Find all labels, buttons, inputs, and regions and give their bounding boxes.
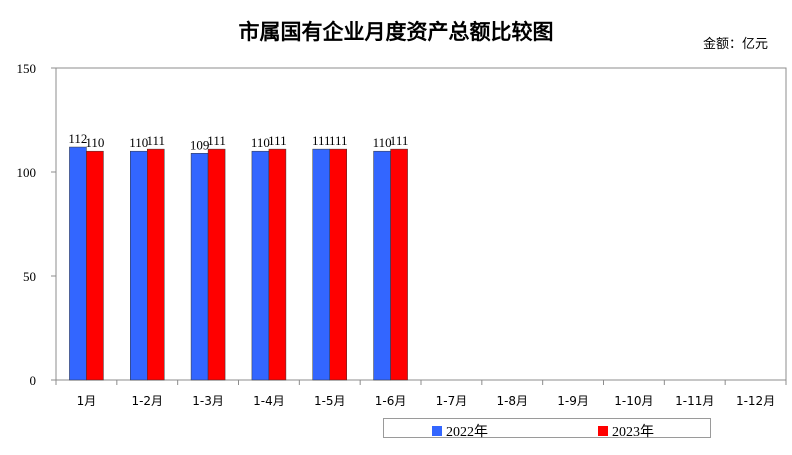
legend: 2022年 2023年 — [383, 418, 711, 441]
legend-item-2022: 2022年 — [432, 421, 488, 441]
bar-2023年 — [147, 148, 165, 381]
y-tick-label: 0 — [30, 373, 37, 388]
x-tick-label: 1-3月 — [192, 394, 224, 408]
legend-swatch-2022 — [432, 426, 442, 436]
data-label: 110 — [251, 135, 270, 150]
data-label: 110 — [129, 135, 148, 150]
bar-2022年 — [69, 146, 87, 381]
x-tick-label: 1-10月 — [614, 394, 653, 408]
x-tick-label: 1-4月 — [253, 394, 285, 408]
legend-swatch-2023 — [598, 426, 608, 436]
x-tick-label: 1-8月 — [496, 394, 528, 408]
bar-2023年 — [268, 148, 287, 381]
x-tick-label: 1-2月 — [131, 394, 163, 408]
bar-2022年 — [251, 150, 270, 381]
data-label: 111 — [312, 133, 331, 148]
data-label: 111 — [390, 133, 409, 148]
data-label: 110 — [85, 135, 104, 150]
bar-2023年 — [86, 150, 104, 381]
bar-2023年 — [390, 148, 408, 381]
unit-label: 金额：亿元 — [702, 37, 768, 52]
bar-2022年 — [312, 148, 330, 381]
data-label: 109 — [190, 137, 210, 152]
legend-label-2022: 2022年 — [446, 425, 488, 440]
legend-label-2023: 2023年 — [612, 425, 654, 440]
data-label: 111 — [146, 133, 165, 148]
chart-title: 市属国有企业月度资产总额比较图 — [238, 20, 554, 44]
y-tick-label: 100 — [17, 165, 37, 180]
x-tick-label: 1-7月 — [436, 394, 468, 408]
data-label: 111 — [207, 133, 226, 148]
x-tick-label: 1-5月 — [314, 394, 346, 408]
bar-2022年 — [130, 150, 148, 381]
data-label: 110 — [373, 135, 392, 150]
x-tick-label: 1月 — [77, 394, 97, 408]
x-tick-label: 1-9月 — [557, 394, 589, 408]
y-tick-label: 50 — [23, 269, 36, 284]
y-tick-label: 150 — [17, 61, 37, 76]
plot-frame — [55, 67, 787, 381]
data-label: 111 — [329, 133, 348, 148]
bar-2022年 — [190, 153, 209, 381]
data-label: 112 — [68, 131, 87, 146]
bar-2023年 — [329, 148, 347, 381]
x-tick-label: 1-6月 — [375, 394, 407, 408]
bar-2023年 — [207, 148, 226, 381]
x-tick-label: 1-12月 — [736, 394, 775, 408]
data-label: 111 — [268, 133, 287, 148]
bar-2022年 — [373, 150, 391, 381]
legend-item-2023: 2023年 — [598, 421, 654, 441]
x-tick-label: 1-11月 — [675, 394, 714, 408]
